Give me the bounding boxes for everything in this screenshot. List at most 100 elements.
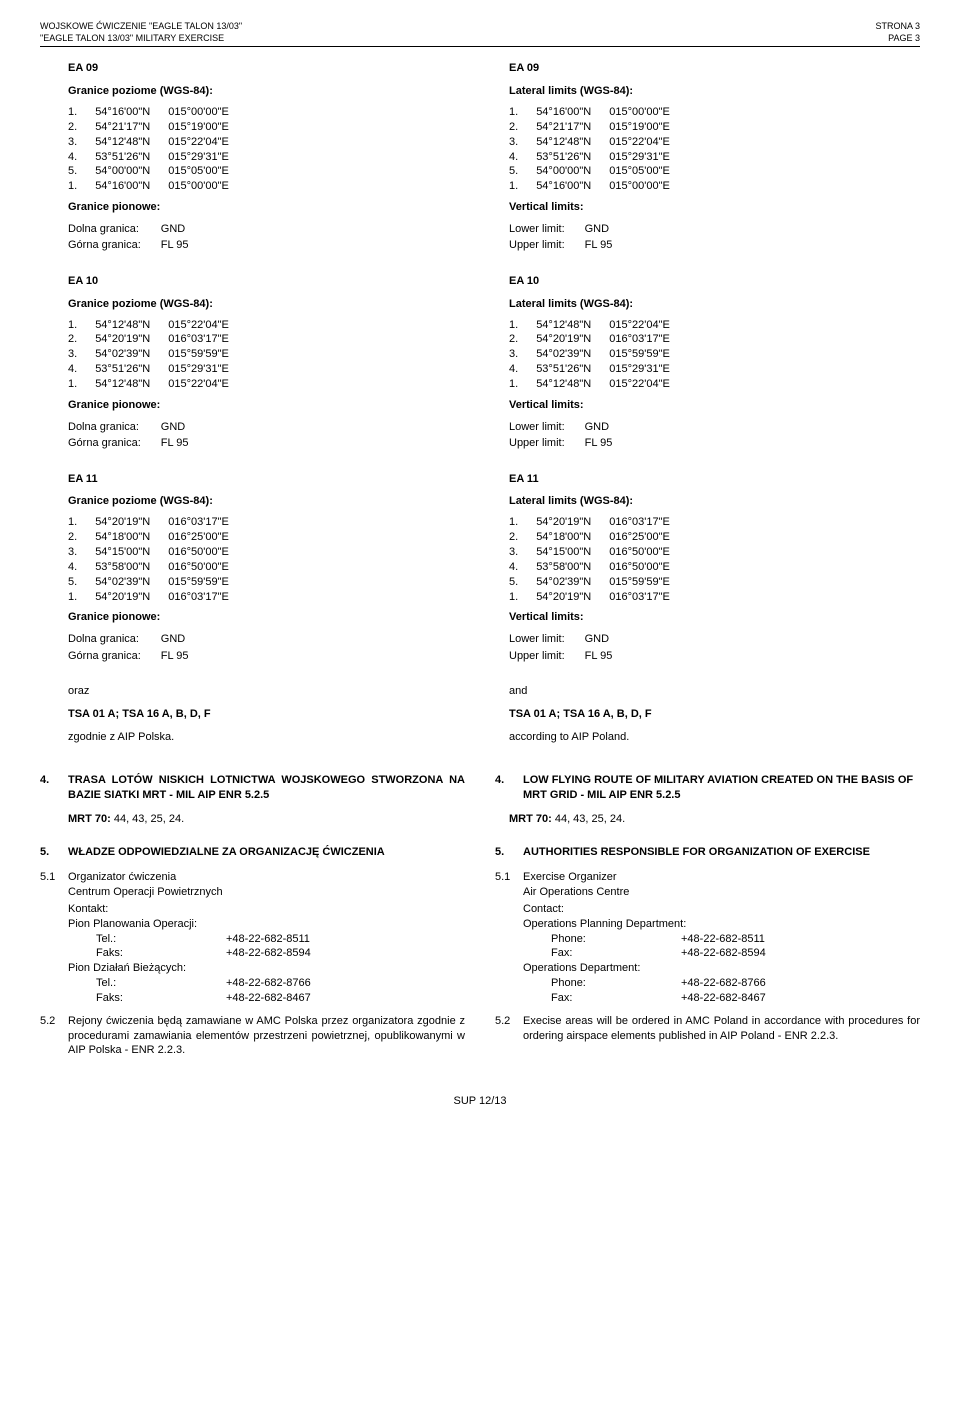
ea11-pl-title: EA 11 (68, 472, 479, 487)
page-footer: SUP 12/13 (40, 1088, 920, 1109)
sec51-en-org: Air Operations Centre (523, 885, 920, 900)
oraz-pl: oraz TSA 01 A; TSA 16 A, B, D, F zgodnie… (40, 684, 479, 745)
header-right-1: STRONA 3 (875, 20, 920, 32)
header-left: WOJSKOWE ĆWICZENIE "EAGLE TALON 13/03" "… (40, 20, 242, 44)
sec51-pl-tel1: Tel.:+48-22-682-8511 (68, 932, 465, 947)
sec52-num-pl: 5.2 (40, 1014, 68, 1059)
sec51-en-title: Exercise Organizer (523, 870, 920, 885)
sec4-pl: 4. TRASA LOTÓW NISKICH LOTNICTWA WOJSKOW… (40, 773, 465, 803)
ea09-en-coords: 1.54°16'00"N015°00'00"E 2.54°21'17"N015°… (509, 105, 688, 194)
ea09-pl-vert-title: Granice pionowe: (68, 200, 479, 215)
page-header: WOJSKOWE ĆWICZENIE "EAGLE TALON 13/03" "… (40, 20, 920, 47)
ea09-en-limits-title: Lateral limits (WGS-84): (509, 84, 920, 99)
ea09-en-title: EA 09 (509, 61, 920, 76)
sec4-num-en: 4. (495, 773, 523, 803)
sec5-pl: 5. WŁADZE ODPOWIEDZIALNE ZA ORGANIZACJĘ … (40, 845, 465, 860)
sec51-en-contact-block: Contact: Operations Planning Department:… (523, 902, 920, 1006)
sec51-pl-contact-block: Kontakt: Pion Planowania Operacji: Tel.:… (68, 902, 465, 1006)
oraz-en-text: and (509, 684, 920, 699)
sec5-text-en: AUTHORITIES RESPONSIBLE FOR ORGANIZATION… (523, 845, 920, 860)
ea11-pl-coords: 1.54°20'19"N016°03'17"E 2.54°18'00"N016°… (68, 515, 247, 604)
sec5-en: 5. AUTHORITIES RESPONSIBLE FOR ORGANIZAT… (495, 845, 920, 860)
according-pl: zgodnie z AIP Polska. (68, 730, 479, 745)
tsa-pl: TSA 01 A; TSA 16 A, B, D, F (68, 707, 479, 722)
ea09-block: EA 09 Granice poziome (WGS-84): 1.54°16'… (40, 61, 920, 256)
sec5-text-pl: WŁADZE ODPOWIEDZIALNE ZA ORGANIZACJĘ ĆWI… (68, 845, 465, 860)
ea11-en: EA 11 Lateral limits (WGS-84): 1.54°20'1… (509, 472, 920, 667)
sec4-text-en: LOW FLYING ROUTE OF MILITARY AVIATION CR… (523, 773, 920, 803)
ea11-en-coords: 1.54°20'19"N016°03'17"E 2.54°18'00"N016°… (509, 515, 688, 604)
sec51-num-en: 5.1 (495, 870, 523, 1006)
sec51-en-tel2: Phone:+48-22-682-8766 (523, 976, 920, 991)
ea11-en-vert: Lower limit:GND Upper limit:FL 95 (509, 631, 632, 664)
ea09-pl-coords: 1.54°16'00"N015°00'00"E 2.54°21'17"N015°… (68, 105, 247, 194)
ea09-pl-vert: Dolna granica:GND Górna granica:FL 95 (68, 221, 209, 254)
sec5-num-en: 5. (495, 845, 523, 860)
oraz-en: and TSA 01 A; TSA 16 A, B, D, F accordin… (509, 684, 920, 745)
ea10-pl-title: EA 10 (68, 274, 479, 289)
ea10-pl-coords: 1.54°12'48"N015°22'04"E 2.54°20'19"N016°… (68, 318, 247, 392)
ea11-pl: EA 11 Granice poziome (WGS-84): 1.54°20'… (40, 472, 479, 667)
sec51-row: 5.1 Organizator ćwiczenia Centrum Operac… (40, 870, 920, 1006)
mrt-en-val: 44, 43, 25, 24. (552, 813, 625, 825)
ea10-en-vert-title: Vertical limits: (509, 398, 920, 413)
ea09-pl: EA 09 Granice poziome (WGS-84): 1.54°16'… (40, 61, 479, 256)
sec5-num-pl: 5. (40, 845, 68, 860)
sec51-pl-fax2: Faks:+48-22-682-8467 (68, 991, 465, 1006)
ea10-pl: EA 10 Granice poziome (WGS-84): 1.54°12'… (40, 274, 479, 454)
ea10-pl-vert-title: Granice pionowe: (68, 398, 479, 413)
ea11-block: EA 11 Granice poziome (WGS-84): 1.54°20'… (40, 472, 920, 667)
sec51-pl-title: Organizator ćwiczenia (68, 870, 465, 885)
oraz-pl-text: oraz (68, 684, 479, 699)
sec52-en: 5.2 Execise areas will be ordered in AMC… (495, 1014, 920, 1059)
ea10-pl-limits-title: Granice poziome (WGS-84): (68, 297, 479, 312)
sec51-num-pl: 5.1 (40, 870, 68, 1006)
sec52-pl: 5.2 Rejony ćwiczenia będą zamawiane w AM… (40, 1014, 465, 1059)
sec51-en: 5.1 Exercise Organizer Air Operations Ce… (495, 870, 920, 1006)
sec51-pl: 5.1 Organizator ćwiczenia Centrum Operac… (40, 870, 465, 1006)
ea09-pl-title: EA 09 (68, 61, 479, 76)
sec4-en: 4. LOW FLYING ROUTE OF MILITARY AVIATION… (495, 773, 920, 803)
mrt-row: MRT 70: 44, 43, 25, 24. MRT 70: 44, 43, … (40, 812, 920, 827)
sec51-text-en: Exercise Organizer Air Operations Centre… (523, 870, 920, 1006)
sec51-en-fax1: Fax:+48-22-682-8594 (523, 946, 920, 961)
sec52-num-en: 5.2 (495, 1014, 523, 1059)
mrt-en: MRT 70: 44, 43, 25, 24. (509, 812, 920, 827)
ea09-en-vert: Lower limit:GND Upper limit:FL 95 (509, 221, 632, 254)
ea10-en-limits-title: Lateral limits (WGS-84): (509, 297, 920, 312)
sec5-row: 5. WŁADZE ODPOWIEDZIALNE ZA ORGANIZACJĘ … (40, 845, 920, 860)
header-right-2: PAGE 3 (875, 32, 920, 44)
ea09-pl-limits-title: Granice poziome (WGS-84): (68, 84, 479, 99)
ea10-pl-vert: Dolna granica:GND Górna granica:FL 95 (68, 419, 209, 452)
mrt-pl: MRT 70: 44, 43, 25, 24. (40, 812, 479, 827)
sec51-en-dept2: Operations Department: (523, 961, 920, 976)
sec52-text-pl: Rejony ćwiczenia będą zamawiane w AMC Po… (68, 1014, 465, 1059)
ea10-en-vert: Lower limit:GND Upper limit:FL 95 (509, 419, 632, 452)
ea10-en-title: EA 10 (509, 274, 920, 289)
header-right: STRONA 3 PAGE 3 (875, 20, 920, 44)
sec51-en-tel1: Phone:+48-22-682-8511 (523, 932, 920, 947)
oraz-block: oraz TSA 01 A; TSA 16 A, B, D, F zgodnie… (40, 684, 920, 745)
sec51-pl-dept2: Pion Działań Bieżących: (68, 961, 465, 976)
sec51-en-fax2: Fax:+48-22-682-8467 (523, 991, 920, 1006)
sec51-pl-fax1: Faks:+48-22-682-8594 (68, 946, 465, 961)
ea11-en-vert-title: Vertical limits: (509, 610, 920, 625)
ea11-en-limits-title: Lateral limits (WGS-84): (509, 494, 920, 509)
ea09-en-vert-title: Vertical limits: (509, 200, 920, 215)
sec4-text-pl: TRASA LOTÓW NISKICH LOTNICTWA WOJSKOWEGO… (68, 773, 465, 803)
ea10-en-coords: 1.54°12'48"N015°22'04"E 2.54°20'19"N016°… (509, 318, 688, 392)
ea09-en: EA 09 Lateral limits (WGS-84): 1.54°16'0… (509, 61, 920, 256)
ea10-block: EA 10 Granice poziome (WGS-84): 1.54°12'… (40, 274, 920, 454)
sec51-en-contact: Contact: (523, 902, 920, 917)
sec51-pl-org: Centrum Operacji Powietrznych (68, 885, 465, 900)
sec4-row: 4. TRASA LOTÓW NISKICH LOTNICTWA WOJSKOW… (40, 773, 920, 803)
sec51-pl-dept1: Pion Planowania Operacji: (68, 917, 465, 932)
mrt-pl-label: MRT 70: (68, 813, 111, 825)
sec52-text-en: Execise areas will be ordered in AMC Pol… (523, 1014, 920, 1059)
ea11-en-title: EA 11 (509, 472, 920, 487)
sec52-row: 5.2 Rejony ćwiczenia będą zamawiane w AM… (40, 1014, 920, 1059)
header-left-1: WOJSKOWE ĆWICZENIE "EAGLE TALON 13/03" (40, 20, 242, 32)
tsa-en: TSA 01 A; TSA 16 A, B, D, F (509, 707, 920, 722)
sec51-pl-contact: Kontakt: (68, 902, 465, 917)
ea10-en: EA 10 Lateral limits (WGS-84): 1.54°12'4… (509, 274, 920, 454)
